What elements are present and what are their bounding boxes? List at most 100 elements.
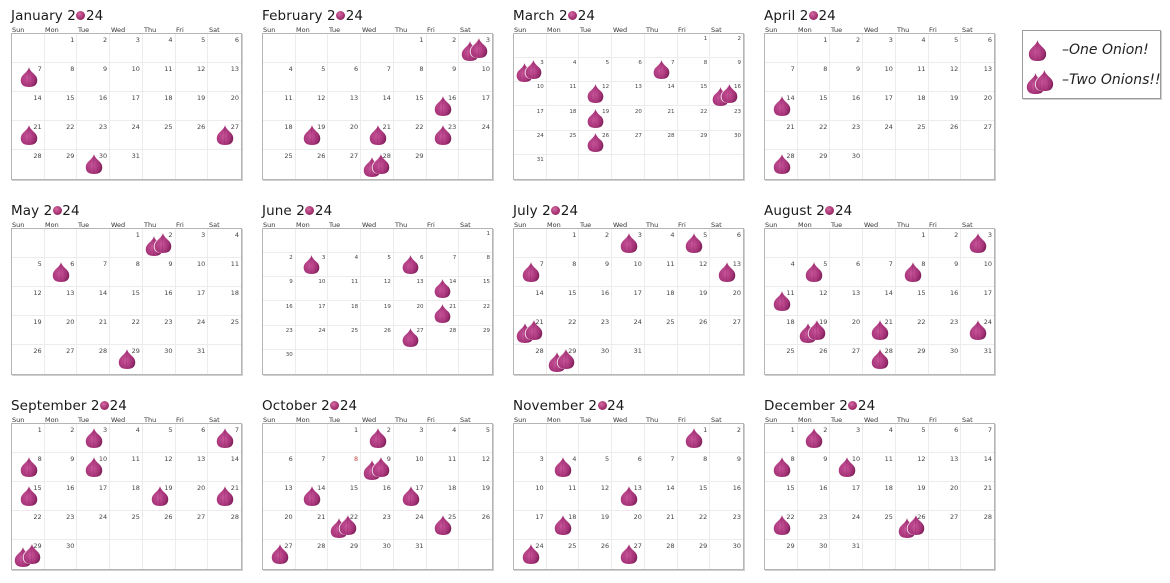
day-cell[interactable]: 11 [142, 63, 176, 92]
day-cell[interactable]: 17 [393, 482, 427, 511]
day-cell[interactable]: 25 [328, 325, 362, 350]
day-cell[interactable]: 8 [459, 253, 492, 278]
day-cell[interactable]: 17 [612, 287, 645, 316]
day-cell[interactable]: 13 [830, 287, 864, 316]
day-cell[interactable]: 25 [644, 316, 678, 345]
day-cell[interactable]: 26 [142, 511, 176, 540]
day-cell[interactable]: 9 [710, 58, 743, 83]
day-cell[interactable]: 15 [110, 287, 143, 316]
day-cell[interactable]: 15 [393, 92, 427, 121]
day-cell[interactable]: 15 [44, 92, 78, 121]
day-cell[interactable]: 6 [175, 424, 209, 453]
day-cell[interactable]: 8 [677, 453, 711, 482]
day-cell[interactable]: 18 [208, 287, 241, 316]
day-cell[interactable]: 11 [644, 258, 678, 287]
day-cell[interactable]: 29 [45, 150, 78, 179]
day-cell[interactable]: 10 [295, 277, 329, 302]
day-cell[interactable]: 29 [765, 540, 798, 569]
day-cell[interactable]: 15 [677, 482, 711, 511]
day-cell[interactable]: 4 [426, 424, 460, 453]
day-cell[interactable]: 14 [12, 92, 45, 121]
day-cell[interactable]: 24 [110, 121, 143, 150]
day-cell[interactable]: 16 [142, 287, 176, 316]
day-cell[interactable]: 21 [765, 121, 798, 150]
day-cell[interactable]: 25 [765, 345, 798, 374]
day-cell[interactable]: 22 [44, 121, 78, 150]
day-cell[interactable]: 2 [426, 34, 460, 63]
day-cell[interactable]: 13 [612, 482, 645, 511]
day-cell[interactable]: 17 [961, 287, 994, 316]
day-cell[interactable]: 21 [295, 511, 329, 540]
day-cell[interactable]: 27 [830, 345, 864, 374]
day-cell[interactable]: 28 [645, 540, 678, 569]
day-cell[interactable]: 20 [612, 511, 645, 540]
day-cell[interactable]: 6 [44, 258, 78, 287]
day-cell[interactable]: 22 [677, 511, 711, 540]
day-cell[interactable]: 18 [546, 106, 580, 131]
day-cell[interactable]: 8 [677, 58, 711, 83]
day-cell[interactable]: 30 [830, 150, 864, 179]
day-cell[interactable]: 16 [361, 482, 394, 511]
day-cell[interactable]: 19 [928, 92, 962, 121]
day-cell[interactable]: 30 [710, 131, 743, 155]
day-cell[interactable]: 4 [546, 453, 580, 482]
day-cell[interactable]: 27 [612, 130, 645, 155]
day-cell[interactable]: 1 [12, 424, 45, 453]
day-cell[interactable]: 21 [514, 316, 547, 345]
day-cell[interactable]: 9 [928, 258, 962, 287]
day-cell[interactable]: 26 [677, 316, 711, 345]
day-cell[interactable]: 23 [426, 121, 460, 150]
day-cell[interactable]: 18 [142, 92, 176, 121]
day-cell[interactable]: 11 [110, 453, 143, 482]
day-cell[interactable]: 12 [895, 453, 929, 482]
day-cell[interactable]: 3 [77, 424, 111, 453]
day-cell[interactable]: 10 [961, 258, 994, 287]
day-cell[interactable]: 13 [263, 482, 296, 511]
day-cell[interactable]: 10 [110, 63, 143, 92]
day-cell[interactable]: 17 [77, 482, 111, 511]
day-cell[interactable]: 29 [459, 326, 492, 350]
day-cell[interactable]: 28 [426, 325, 460, 350]
day-cell[interactable]: 12 [175, 63, 209, 92]
day-cell[interactable]: 2 [830, 34, 864, 63]
day-cell[interactable]: 4 [110, 424, 143, 453]
day-cell[interactable]: 2 [710, 34, 743, 59]
day-cell[interactable]: 23 [830, 121, 864, 150]
day-cell[interactable]: 19 [579, 106, 613, 131]
day-cell[interactable]: 14 [863, 287, 896, 316]
day-cell[interactable]: 18 [895, 92, 929, 121]
day-cell[interactable]: 19 [295, 121, 329, 150]
day-cell[interactable]: 2 [142, 229, 176, 258]
day-cell[interactable]: 7 [765, 63, 798, 92]
day-cell[interactable]: 10 [175, 258, 209, 287]
day-cell[interactable]: 10 [830, 453, 864, 482]
day-cell[interactable]: 17 [863, 92, 896, 121]
day-cell[interactable]: 4 [765, 258, 798, 287]
day-cell[interactable]: 27 [45, 345, 78, 374]
day-cell[interactable]: 20 [263, 511, 296, 540]
day-cell[interactable]: 24 [77, 511, 111, 540]
day-cell[interactable]: 1 [328, 424, 362, 453]
day-cell[interactable]: 12 [677, 258, 711, 287]
day-cell[interactable]: 14 [644, 482, 678, 511]
day-cell[interactable]: 29 [110, 345, 143, 374]
day-cell[interactable]: 30 [929, 345, 962, 374]
day-cell[interactable]: 30 [263, 349, 296, 374]
day-cell[interactable]: 20 [830, 316, 864, 345]
day-cell[interactable]: 22 [12, 511, 45, 540]
day-cell[interactable]: 4 [895, 34, 929, 63]
day-cell[interactable]: 22 [765, 511, 798, 540]
day-cell[interactable]: 1 [393, 34, 427, 63]
day-cell[interactable]: 4 [863, 424, 896, 453]
day-cell[interactable]: 8 [12, 453, 45, 482]
day-cell[interactable]: 9 [44, 453, 78, 482]
day-cell[interactable]: 2 [77, 34, 111, 63]
day-cell[interactable]: 2 [361, 424, 394, 453]
day-cell[interactable]: 31 [110, 150, 143, 179]
day-cell[interactable]: 12 [12, 287, 45, 316]
day-cell[interactable]: 1 [797, 34, 831, 63]
day-cell[interactable]: 4 [263, 63, 296, 92]
day-cell[interactable]: 17 [459, 92, 492, 121]
day-cell[interactable]: 21 [644, 106, 678, 131]
day-cell[interactable]: 9 [830, 63, 864, 92]
